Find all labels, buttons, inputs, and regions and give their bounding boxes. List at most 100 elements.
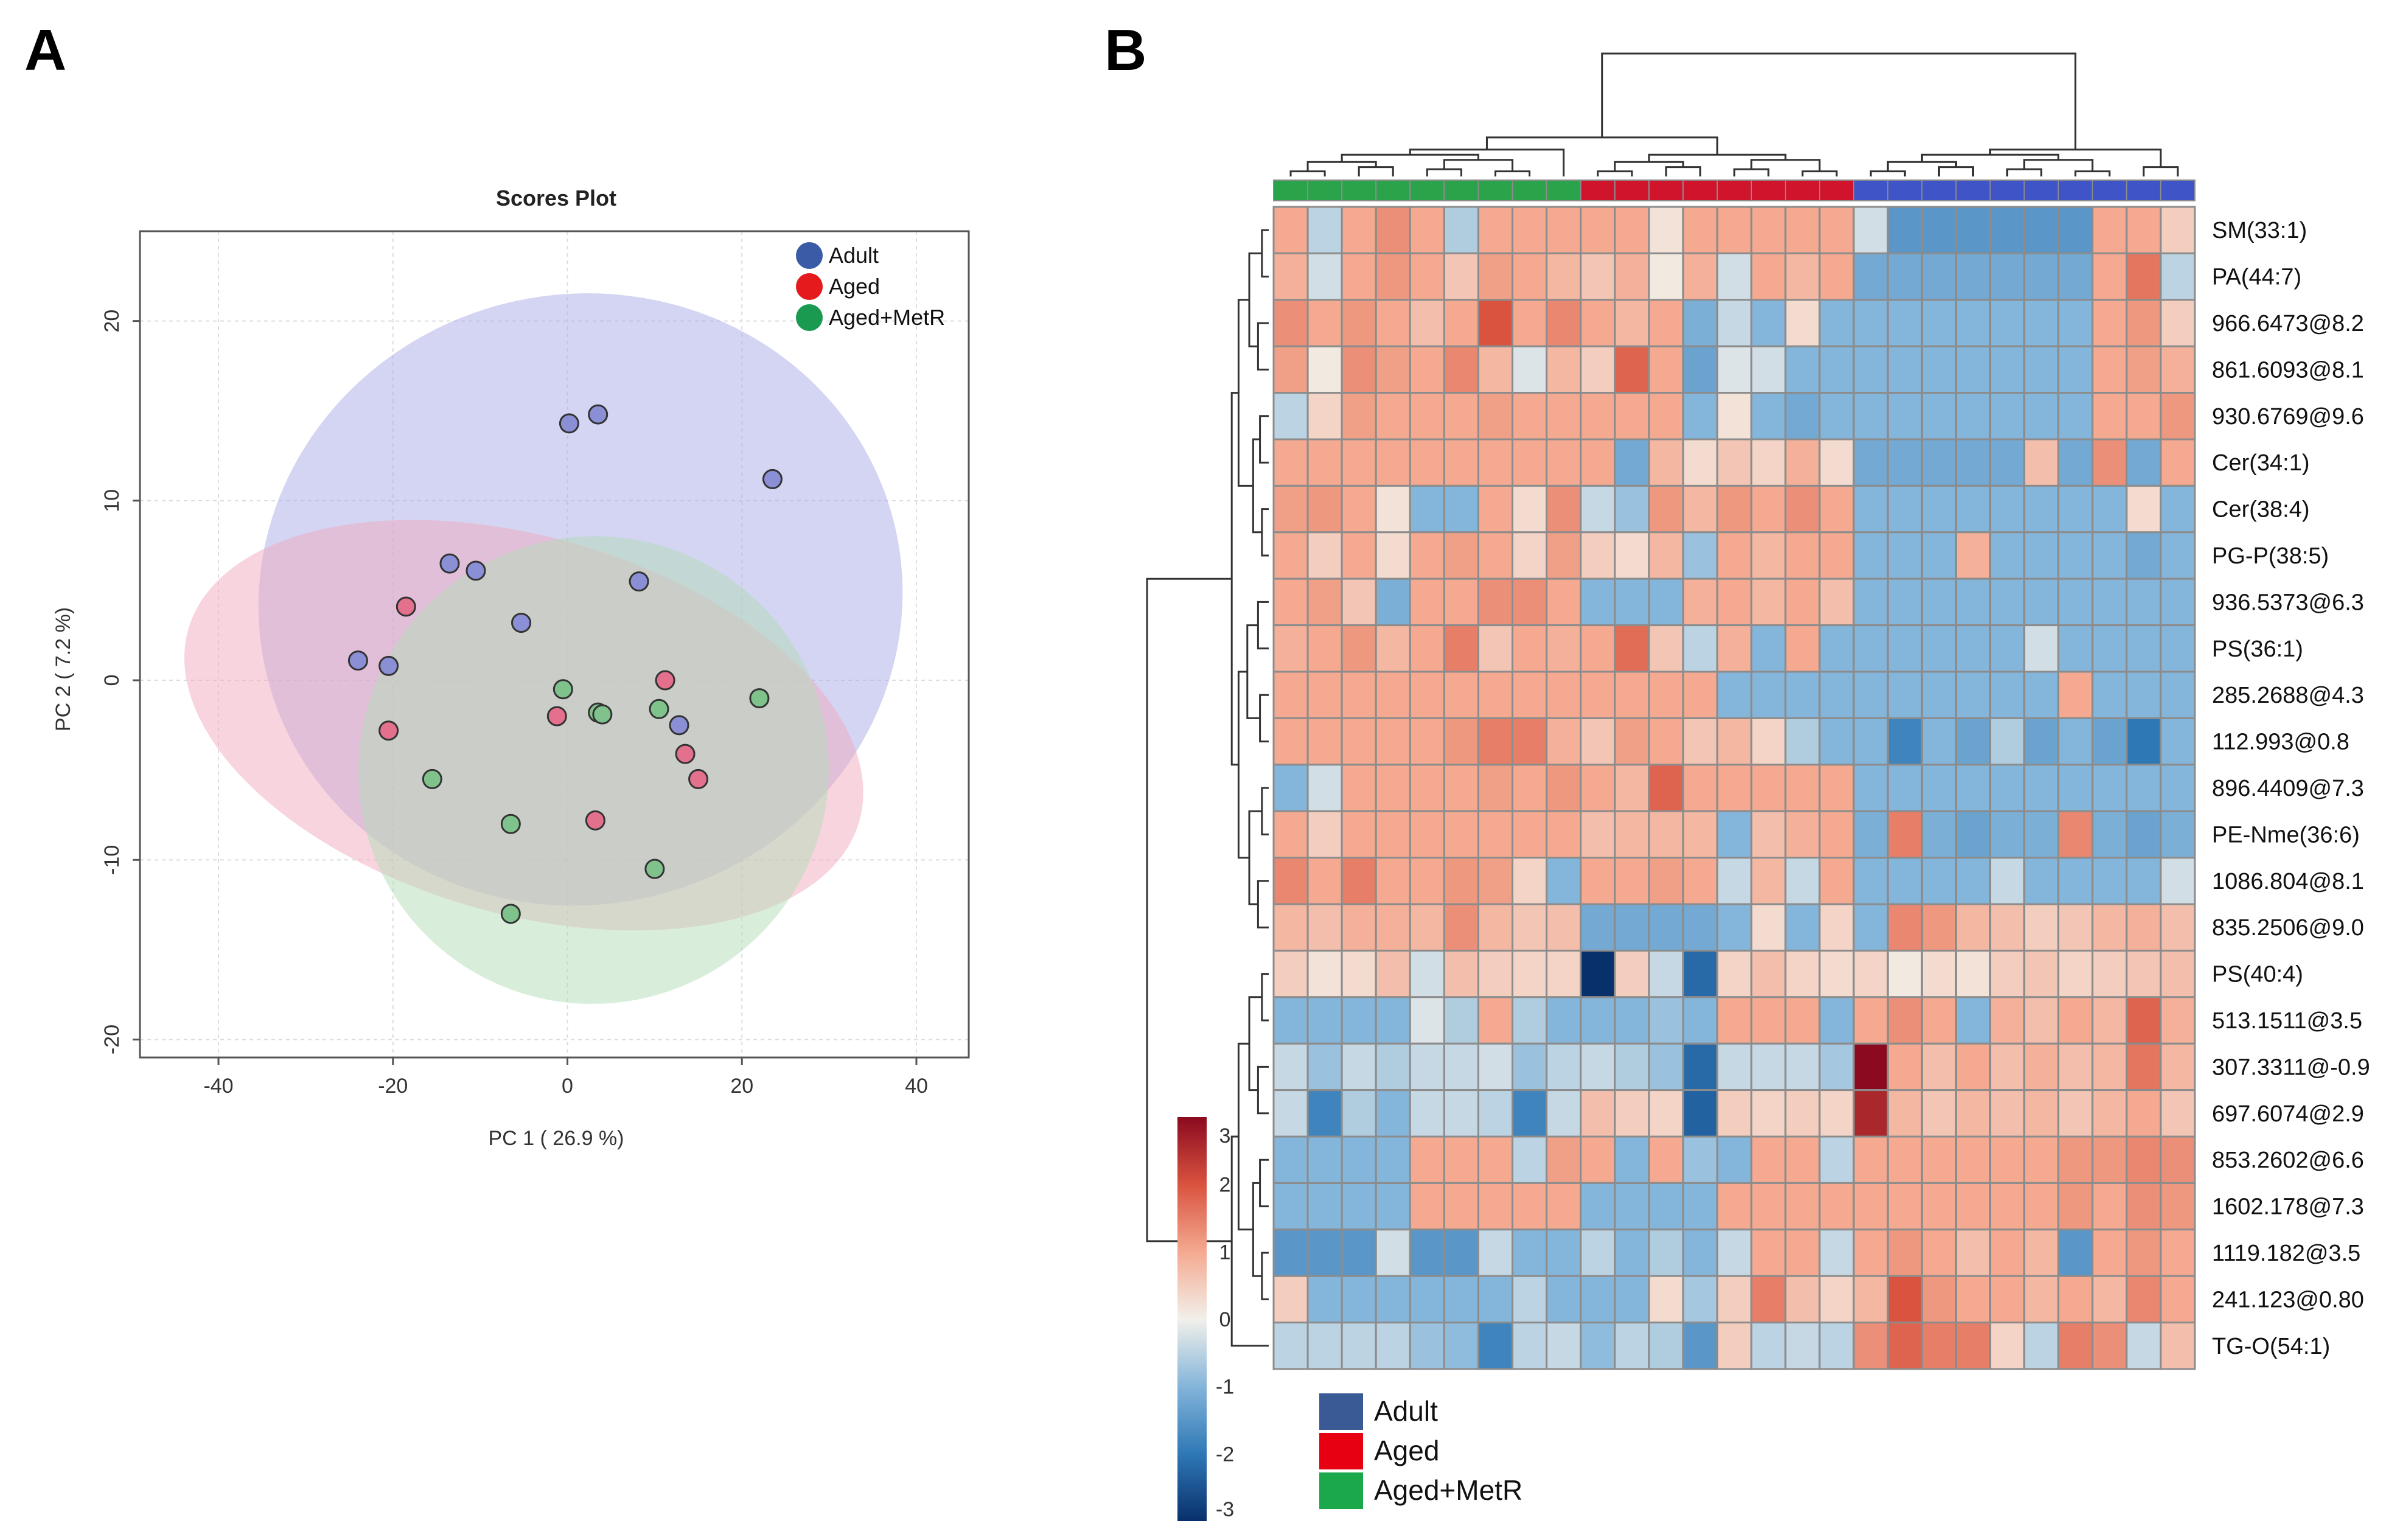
heatmap-cell <box>2160 996 2196 1045</box>
heatmap-cell <box>1852 438 1889 487</box>
heatmap-cell <box>1750 810 1787 859</box>
heatmap-cell <box>1852 1042 1889 1092</box>
heatmap-cell <box>1443 857 1479 905</box>
heatmap-cell <box>1477 810 1514 859</box>
heatmap-cell <box>1750 1322 1787 1370</box>
heatmap-cell <box>1614 484 1650 534</box>
heatmap-cell <box>2091 949 2128 998</box>
group-bar-cell-aged-metr <box>1273 179 1309 201</box>
heatmap-cell <box>1306 717 1343 766</box>
heatmap-cell <box>1477 1089 1514 1138</box>
heatmap-cell <box>1375 1135 1411 1184</box>
heatmap-cell <box>1784 1042 1821 1092</box>
heatmap-cell <box>1614 299 1650 347</box>
row-label-936-5373-6-3: 936.5373@6.3 <box>2212 590 2364 615</box>
heatmap-cell <box>1852 345 1889 394</box>
heatmap-cell <box>1580 764 1616 812</box>
heatmap-cell <box>1750 1135 1787 1184</box>
heatmap-cell <box>1648 1182 1684 1231</box>
group-bar-cell-aged-metr <box>1307 179 1343 201</box>
heatmap-cell <box>1546 1182 1582 1231</box>
heatmap-cell <box>1750 299 1787 347</box>
heatmap-cell <box>1648 252 1684 301</box>
heatmap-cell <box>1852 1322 1889 1370</box>
heatmap-cell <box>2160 252 2196 301</box>
heatmap-cell <box>1546 345 1582 394</box>
heatmap-cell <box>1375 996 1411 1045</box>
heatmap-cell <box>1443 1182 1479 1231</box>
heatmap-cell <box>1920 299 1957 347</box>
heatmap-cell <box>1512 1089 1548 1138</box>
heatmap-cell <box>1272 206 1309 254</box>
heatmap-cell <box>2091 903 2128 952</box>
legend-marker-aged <box>796 273 823 300</box>
group-bar-cell-aged <box>1580 179 1616 201</box>
heatmap-cell <box>1512 810 1548 859</box>
heatmap-cell <box>1580 857 1616 905</box>
heatmap-cell <box>1341 717 1377 766</box>
heatmap-cell <box>1682 206 1718 254</box>
heatmap-cell <box>1886 299 1923 347</box>
heatmap-cell <box>2057 484 2094 534</box>
group-bar-cell-adult <box>1955 179 1991 201</box>
heatmap-cell <box>1852 671 1889 719</box>
heatmap-cell <box>1512 1275 1548 1324</box>
heatmap-cell <box>1920 1042 1957 1092</box>
confidence-ellipse-aged-metr <box>358 536 829 1004</box>
heatmap-cell <box>1580 1135 1616 1184</box>
heatmap-cell <box>2126 345 2162 394</box>
heatmap-cell <box>1750 1042 1787 1092</box>
panel-a-label: A <box>24 18 66 83</box>
heatmap-cell <box>1750 1275 1787 1324</box>
row-label-853-2602-6-6: 853.2602@6.6 <box>2212 1148 2364 1173</box>
heatmap-cell <box>1409 1275 1445 1324</box>
heatmap-cell <box>1920 1322 1957 1370</box>
heatmap-cell <box>1818 252 1855 301</box>
heatmap-cell <box>1272 764 1309 812</box>
heatmap-cell <box>1818 810 1855 859</box>
heatmap-cell <box>1989 764 2026 812</box>
heatmap-cell <box>2160 717 2196 766</box>
heatmap-cell <box>2091 206 2128 254</box>
dendrogram-branch <box>1665 166 1701 176</box>
heatmap-cell <box>1546 903 1582 952</box>
heatmap-cell <box>1409 857 1445 905</box>
heatmap-cell <box>2091 810 2128 859</box>
heatmap-cell <box>2057 392 2094 441</box>
group-bar-cell-adult <box>1989 179 2025 201</box>
heatmap-cell <box>1784 1275 1821 1324</box>
heatmap-cell <box>1272 531 1309 580</box>
heatmap-cell <box>1272 857 1309 905</box>
heatmap-cell <box>2126 903 2162 952</box>
heatmap-cell <box>1580 1182 1616 1231</box>
heatmap-cell <box>1409 484 1445 534</box>
heatmap-cell <box>1648 577 1684 627</box>
dendrogram-branch <box>1597 170 1633 176</box>
heatmap-cell <box>1546 810 1582 859</box>
heatmap-cell <box>1375 1182 1411 1231</box>
heatmap-cell <box>1852 531 1889 580</box>
heatmap-cell <box>2126 1182 2162 1231</box>
heatmap-cell <box>1716 671 1753 719</box>
heatmap-cell <box>1784 206 1821 254</box>
heatmap-cell <box>1989 531 2026 580</box>
heatmap-cell <box>1546 949 1582 998</box>
heatmap-cell <box>1955 1182 1992 1231</box>
heatmap-cell <box>1648 484 1684 534</box>
heatmap-cell <box>1716 1042 1753 1092</box>
heatmap-cell <box>1409 949 1445 998</box>
row-label-ps-36-1: PS(36:1) <box>2212 636 2303 662</box>
heatmap-cell <box>1512 903 1548 952</box>
heatmap-cell <box>2091 252 2128 301</box>
heatmap-cell <box>1477 1275 1514 1324</box>
heatmap-cell <box>1443 1228 1479 1277</box>
heatmap-cell <box>2160 1228 2196 1277</box>
row-label-307-3311-0-9: 307.3311@-0.9 <box>2212 1054 2370 1080</box>
heatmap-cell <box>1341 206 1377 254</box>
heatmap-cell <box>1409 206 1445 254</box>
heatmap-cell <box>1648 392 1684 441</box>
heatmap-cell <box>1784 577 1821 627</box>
heatmap-cell <box>1716 299 1753 347</box>
heatmap-cell <box>2023 1182 2060 1231</box>
group-bar-cell-adult <box>1887 179 1923 201</box>
